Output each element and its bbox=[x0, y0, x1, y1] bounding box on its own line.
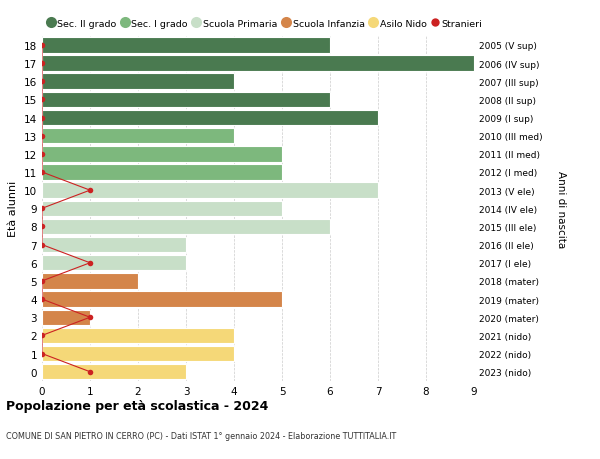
Bar bbox=[42, 292, 282, 307]
Bar bbox=[42, 92, 330, 108]
Bar bbox=[42, 38, 330, 54]
Bar bbox=[42, 237, 186, 253]
Bar bbox=[42, 310, 90, 325]
Bar bbox=[42, 219, 330, 235]
Legend: Sec. II grado, Sec. I grado, Scuola Primaria, Scuola Infanzia, Asilo Nido, Stran: Sec. II grado, Sec. I grado, Scuola Prim… bbox=[47, 19, 482, 28]
Bar bbox=[42, 274, 138, 289]
Y-axis label: Anni di nascita: Anni di nascita bbox=[556, 170, 566, 247]
Text: COMUNE DI SAN PIETRO IN CERRO (PC) - Dati ISTAT 1° gennaio 2024 - Elaborazione T: COMUNE DI SAN PIETRO IN CERRO (PC) - Dat… bbox=[6, 431, 396, 441]
Bar bbox=[42, 111, 378, 126]
Bar bbox=[42, 183, 378, 198]
Bar bbox=[42, 201, 282, 217]
Bar bbox=[42, 74, 234, 90]
Bar bbox=[42, 364, 186, 380]
Bar bbox=[42, 165, 282, 180]
Bar bbox=[42, 256, 186, 271]
Bar bbox=[42, 129, 234, 144]
Bar bbox=[42, 328, 234, 343]
Bar bbox=[42, 147, 282, 162]
Text: Popolazione per età scolastica - 2024: Popolazione per età scolastica - 2024 bbox=[6, 399, 268, 412]
Y-axis label: Età alunni: Età alunni bbox=[8, 181, 19, 237]
Bar bbox=[42, 56, 474, 72]
Bar bbox=[42, 346, 234, 362]
